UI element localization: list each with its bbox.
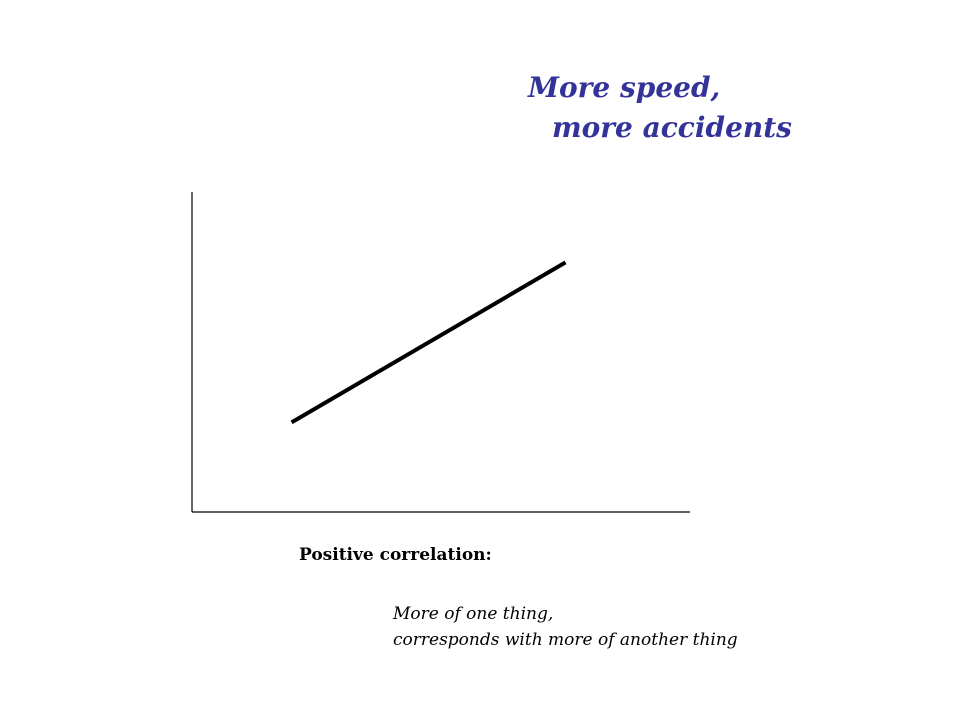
series-group	[290, 260, 567, 425]
headline-line-2: more accidents	[552, 111, 792, 144]
caption-description-line-1: More of one thing,	[393, 604, 554, 624]
correlation-line-0	[290, 260, 567, 425]
caption-label: Positive correlation:	[299, 545, 492, 565]
caption-description-line-2: corresponds with more of another thing	[393, 630, 738, 650]
caption-description: More of one thing, corresponds with more…	[393, 601, 738, 653]
headline-line-1: More speed,	[528, 71, 721, 104]
